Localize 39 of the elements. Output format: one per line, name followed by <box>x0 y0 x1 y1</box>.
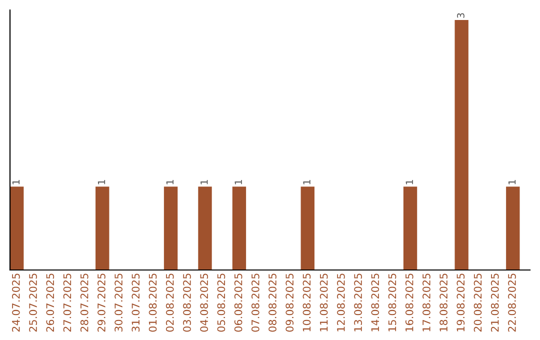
x-tick-label: 10.08.2025 <box>302 274 311 332</box>
x-tick-label: 28.07.2025 <box>80 274 88 332</box>
x-tick-label: 21.08.2025 <box>490 274 499 332</box>
x-tick-label: 25.07.2025 <box>29 274 37 332</box>
x-tick-label: 19.08.2025 <box>456 274 465 332</box>
x-tick-label: 04.08.2025 <box>200 274 208 332</box>
x-tick-label: 07.08.2025 <box>251 274 260 332</box>
data-label: 1 <box>200 180 208 184</box>
x-tick-label: 02.08.2025 <box>166 274 174 332</box>
x-tick-label: 13.08.2025 <box>354 274 362 332</box>
x-tick-label: 18.08.2025 <box>440 274 448 332</box>
x-tick-label: 14.08.2025 <box>371 274 380 332</box>
x-tick-label: 08.08.2025 <box>268 274 276 332</box>
data-label: 1 <box>166 180 174 184</box>
x-tick-label: 03.08.2025 <box>183 274 191 332</box>
data-label: 1 <box>234 180 242 184</box>
x-tick-label: 20.08.2025 <box>474 274 482 332</box>
data-label: 1 <box>98 180 106 184</box>
x-tick-label: 22.08.2025 <box>508 274 516 332</box>
x-tick-label: 31.07.2025 <box>132 274 140 332</box>
x-tick-label: 09.08.2025 <box>286 274 294 332</box>
x-tick-label: 26.07.2025 <box>46 274 54 332</box>
x-tick-label: 29.07.2025 <box>98 274 106 332</box>
x-tick-label: 15.08.2025 <box>388 274 396 332</box>
data-label: 1 <box>303 180 310 184</box>
x-tick-label: 01.08.2025 <box>148 274 157 332</box>
x-tick-label: 05.08.2025 <box>217 274 226 332</box>
x-tick-label: 24.07.2025 <box>12 274 20 332</box>
x-tick-label: 30.07.2025 <box>114 274 122 332</box>
x-tick-label: 27.07.2025 <box>63 274 72 332</box>
data-label: 3 <box>457 13 464 18</box>
x-tick-label: 11.08.2025 <box>320 274 328 332</box>
x-tick-label: 12.08.2025 <box>336 274 345 332</box>
x-tick-label: 17.08.2025 <box>422 274 430 332</box>
data-label: 1 <box>406 180 413 184</box>
data-label: 1 <box>508 180 516 184</box>
x-tick-label: 06.08.2025 <box>234 274 242 332</box>
data-label: 1 <box>12 180 20 184</box>
x-tick-label: 16.08.2025 <box>405 274 414 332</box>
